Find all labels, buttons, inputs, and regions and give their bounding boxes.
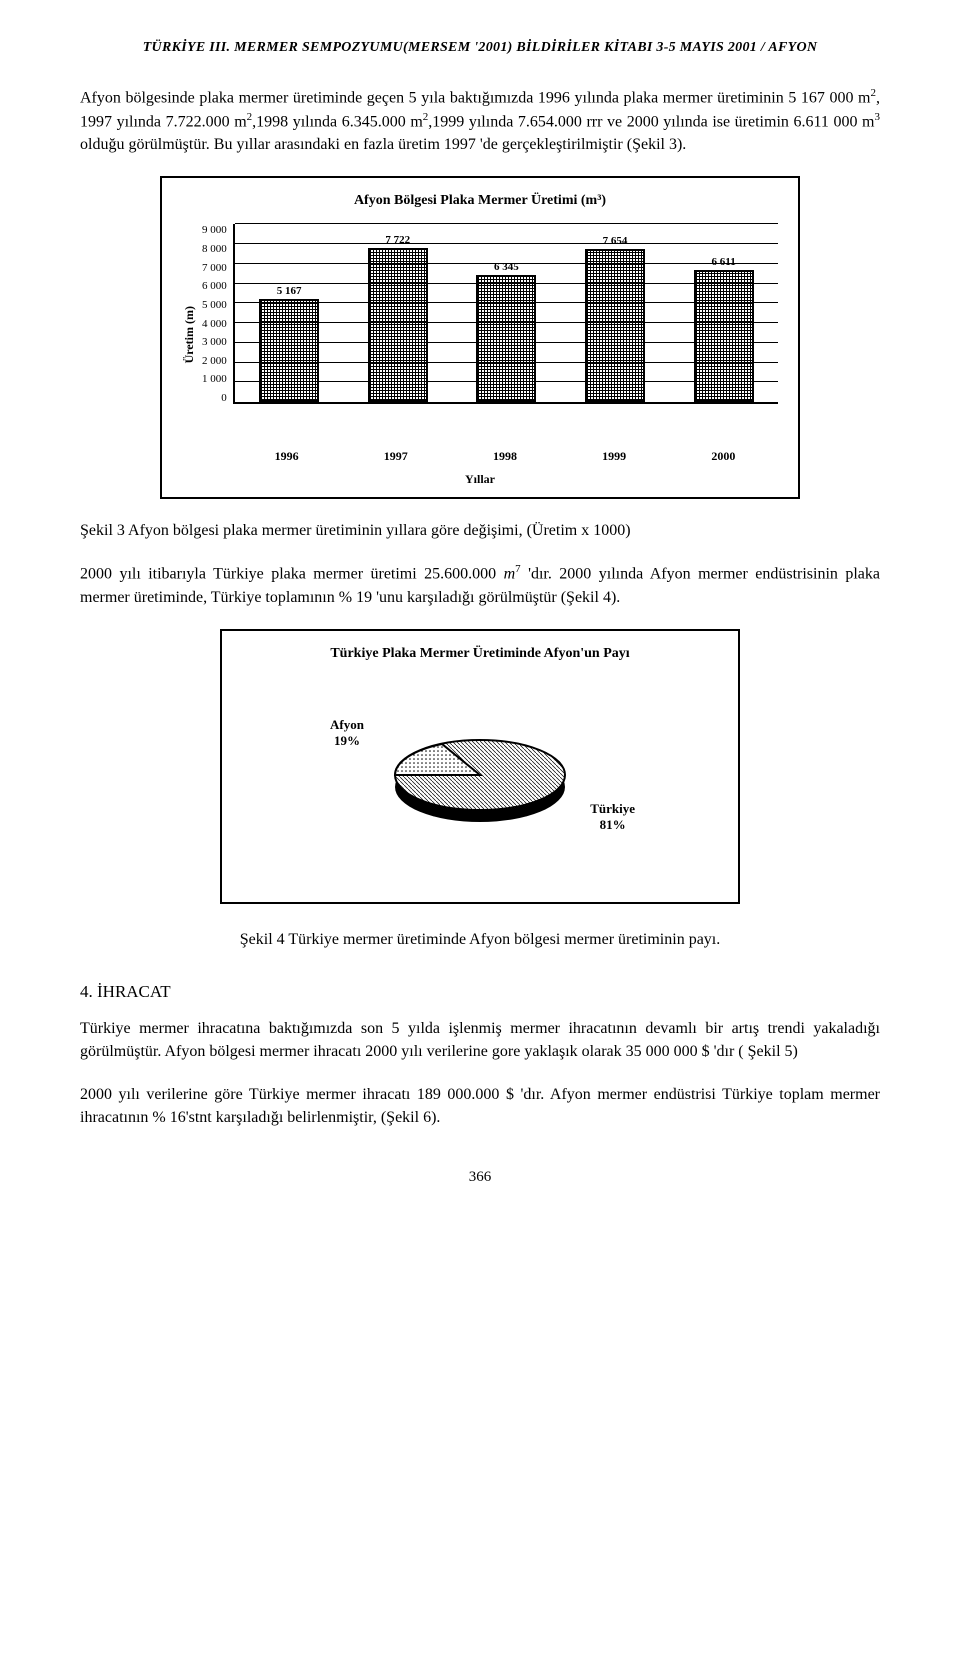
bar-chart-figure: Afyon Bölgesi Plaka Mermer Üretimi (m³) …	[160, 176, 800, 499]
bar	[368, 248, 428, 402]
gridline	[235, 342, 778, 343]
y-tick: 3 000	[202, 336, 227, 348]
gridline	[235, 322, 778, 323]
bars-container: 5 1677 7226 3457 6546 611	[235, 224, 778, 402]
p1-text: ,1998 yılında 6.345.000 m	[252, 113, 423, 130]
caption-fig4: Şekil 4 Türkiye mermer üretiminde Afyon …	[80, 929, 880, 951]
y-tick: 2 000	[202, 355, 227, 367]
pie-label-turkiye: Türkiye81%	[590, 801, 635, 832]
paragraph-4: 2000 yılı verilerine göre Türkiye mermer…	[80, 1083, 880, 1129]
pie-container: Afyon19% Türkiye81%	[380, 717, 580, 837]
bar-chart-area: Üretim (m) 9 000 8 000 7 000 6 000 5 000 4 00…	[182, 224, 778, 444]
gridline	[235, 223, 778, 224]
y-tick: 5 000	[202, 299, 227, 311]
p1-text: ,1999 yılında 7.654.000 rrr ve 2000 yılı…	[428, 113, 874, 130]
p1-text: Afyon bölgesinde plaka mermer üretiminde…	[80, 89, 871, 106]
y-tick: 6 000	[202, 280, 227, 292]
y-tick: 9 000	[202, 224, 227, 236]
bar-group: 7 654	[566, 235, 664, 402]
pie-label-afyon: Afyon19%	[330, 717, 364, 748]
p1-text: olduğu görülmüştür. Bu yıllar arasındaki…	[80, 136, 686, 153]
y-tick: 1 000	[202, 373, 227, 385]
y-tick: 7 000	[202, 262, 227, 274]
bar-group: 7 722	[349, 234, 447, 402]
gridline	[235, 243, 778, 244]
pie-chart-title: Türkiye Plaka Mermer Üretiminde Afyon'un…	[242, 646, 718, 662]
bar	[476, 275, 536, 402]
pie-svg	[380, 717, 580, 837]
y-tick: 0	[221, 392, 227, 404]
x-tick-label: 2000	[674, 449, 772, 464]
pie-chart-area: Afyon19% Türkiye81%	[242, 677, 718, 877]
x-axis-labels: 1996 1997 1998 1999 2000	[232, 449, 778, 464]
paragraph-2: 2000 yılı itibarıyla Türkiye plaka merme…	[80, 562, 880, 609]
gridline	[235, 283, 778, 284]
superscript: 3	[875, 111, 881, 123]
plot-area: 5 1677 7226 3457 6546 611	[233, 224, 778, 404]
section-heading: 4. İHRACAT	[80, 982, 880, 1002]
bar-group: 6 611	[675, 256, 773, 402]
y-tick: 4 000	[202, 318, 227, 330]
gridline	[235, 381, 778, 382]
gridline	[235, 362, 778, 363]
p2-text: 2000 yılı itibarıyla Türkiye plaka merme…	[80, 566, 504, 583]
x-tick-label: 1998	[456, 449, 554, 464]
y-tick: 8 000	[202, 243, 227, 255]
y-axis-label: Üretim (m)	[182, 306, 197, 363]
bar	[585, 249, 645, 402]
x-tick-label: 1999	[565, 449, 663, 464]
gridline	[235, 263, 778, 264]
y-axis-ticks: 9 000 8 000 7 000 6 000 5 000 4 000 3 000 2 000…	[202, 224, 233, 404]
x-axis-title: Yıllar	[182, 472, 778, 487]
paragraph-1: Afyon bölgesinde plaka mermer üretiminde…	[80, 86, 880, 156]
caption-fig3: Şekil 3 Afyon bölgesi plaka mermer üreti…	[80, 519, 880, 542]
bar	[259, 299, 319, 402]
page-header: TÜRKİYE III. MERMER SEMPOZYUMU(MERSEM '2…	[80, 40, 880, 56]
paragraph-3: Türkiye mermer ihracatına baktığımızda s…	[80, 1017, 880, 1063]
x-tick-label: 1997	[347, 449, 445, 464]
bar-value-label: 5 167	[277, 285, 302, 297]
italic-m: m	[504, 566, 516, 583]
bar-value-label: 7 654	[603, 235, 628, 247]
page-number: 366	[80, 1169, 880, 1186]
pie-chart-figure: Türkiye Plaka Mermer Üretiminde Afyon'un…	[220, 629, 740, 904]
x-tick-label: 1996	[237, 449, 335, 464]
gridline	[235, 302, 778, 303]
bar-chart-title: Afyon Bölgesi Plaka Mermer Üretimi (m³)	[182, 193, 778, 209]
